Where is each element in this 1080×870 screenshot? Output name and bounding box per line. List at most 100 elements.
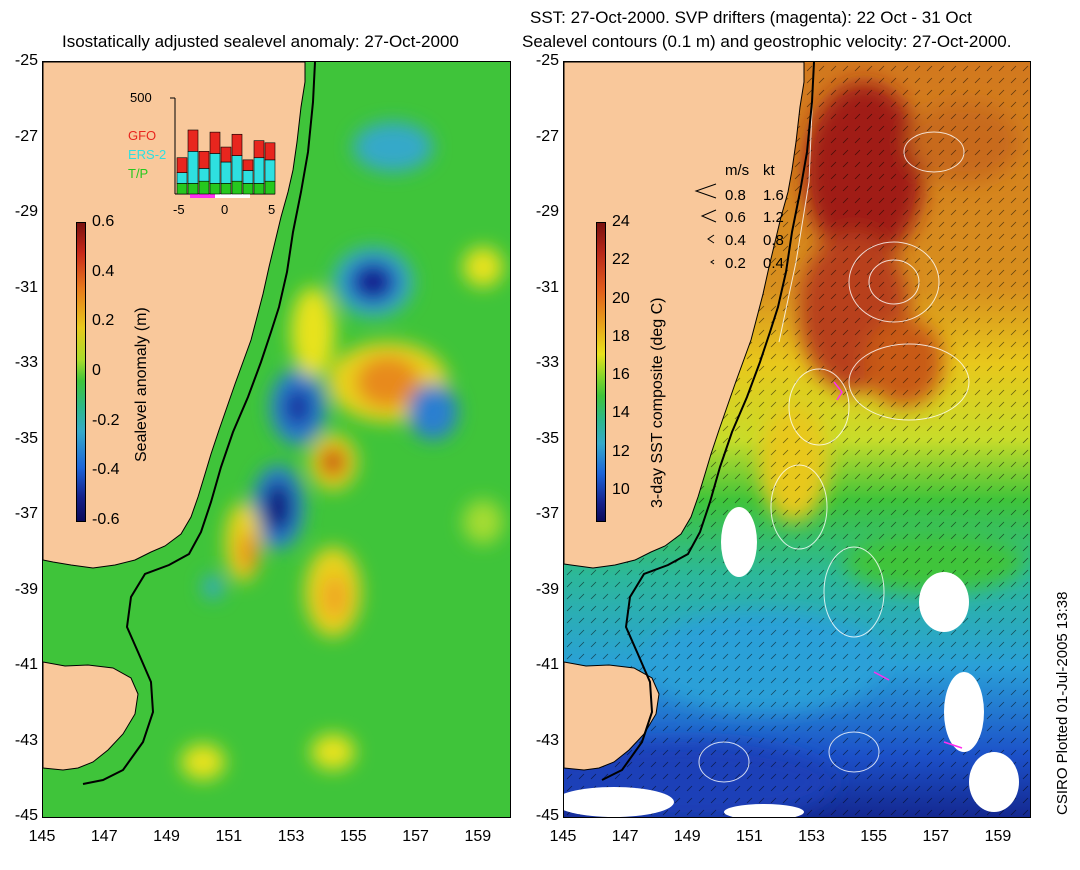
colorbar-tick-label: -0.4 xyxy=(92,461,120,479)
histogram-bar-ers xyxy=(220,161,232,184)
colorbar-tick-label: 0.2 xyxy=(92,312,115,330)
velocity-legend-header-ms: m/s xyxy=(725,162,750,179)
lat-tick-label: -25 xyxy=(14,52,38,69)
colorbar-tick-label: 24 xyxy=(612,213,630,230)
histogram-bar-ers xyxy=(242,170,254,184)
sst-map[interactable] xyxy=(563,61,1031,818)
lon-tick-label: 157 xyxy=(402,828,429,845)
australia-land xyxy=(564,62,805,569)
lat-tick-label: -33 xyxy=(14,354,38,371)
histogram-bar-ers xyxy=(231,155,243,182)
colorbar-tick-label: 12 xyxy=(612,442,630,460)
lat-tick-label: -27 xyxy=(14,127,38,145)
velocity-legend-ms: 0.6 xyxy=(725,209,746,226)
lat-tick-label: -25 xyxy=(535,52,559,69)
histogram-bar-gfo xyxy=(253,140,265,159)
left-panel-title: Isostatically adjusted sealevel anomaly:… xyxy=(62,32,459,51)
lat-tick-label: -41 xyxy=(535,656,559,673)
tasmania-land xyxy=(43,661,139,771)
histogram-bar-ers xyxy=(198,168,210,182)
histogram-bar-gfo xyxy=(242,159,254,171)
histogram-bar-ers xyxy=(264,159,276,182)
lat-tick-label: -35 xyxy=(14,429,38,447)
lat-tick-label: -45 xyxy=(14,807,38,824)
sealevel-anomaly-map[interactable] xyxy=(42,61,511,818)
legend-gfo: GFO xyxy=(128,128,157,143)
lat-tick-label: -29 xyxy=(535,203,559,220)
lon-tick-label: 153 xyxy=(798,828,825,845)
histogram-bar-tp xyxy=(187,183,199,195)
colorbar-tick-label: 10 xyxy=(612,481,630,498)
histogram-x-label: -5 xyxy=(173,202,185,217)
colorbar-tick-label: 0.4 xyxy=(92,262,115,280)
svp-drifters xyxy=(833,381,963,749)
velocity-legend-kt: 0.4 xyxy=(763,255,784,272)
lon-tick-label: 147 xyxy=(611,828,639,845)
lat-tick-label: -37 xyxy=(14,505,38,522)
lon-tick-label: 157 xyxy=(922,828,950,845)
lon-tick-label: 147 xyxy=(90,828,118,845)
sealevel-contours xyxy=(698,62,970,783)
right-panel-title-line1: SST: 27-Oct-2000. SVP drifters (magenta)… xyxy=(530,8,972,27)
right-panel-title-line2: Sealevel contours (0.1 m) and geostrophi… xyxy=(522,32,1012,51)
sealevel-colorbar xyxy=(76,222,86,522)
velocity-legend-kt: 1.6 xyxy=(763,187,784,204)
histogram-bar-gfo xyxy=(176,157,188,173)
colorbar-tick-label: 0.6 xyxy=(92,213,115,230)
histogram-bar-gfo xyxy=(264,142,276,161)
colorbar-tick-label: 16 xyxy=(612,366,630,384)
histogram-bar-gfo xyxy=(198,151,210,169)
histogram-bar-ers xyxy=(176,172,188,184)
colorbar-tick-label: 14 xyxy=(612,404,630,422)
velocity-legend-ms: 0.2 xyxy=(725,255,746,272)
velocity-legend-kt: 1.2 xyxy=(763,209,784,226)
histogram-bar-gfo xyxy=(209,131,221,154)
lat-tick-label: -43 xyxy=(535,731,559,749)
shelf-contour xyxy=(601,62,815,781)
lon-tick-label: 151 xyxy=(215,828,243,845)
lat-tick-label: -45 xyxy=(535,807,559,824)
lon-tick-label: 145 xyxy=(28,828,56,845)
lat-tick-label: -27 xyxy=(535,127,559,145)
histogram-bar-gfo xyxy=(220,146,232,163)
velocity-legend-arrows xyxy=(694,183,717,265)
legend-tp: T/P xyxy=(128,166,149,181)
cloud-mask xyxy=(564,507,1019,817)
colorbar-tick-label: -0.2 xyxy=(92,411,120,429)
histogram-bar-tp xyxy=(253,183,265,195)
histogram-bar-gfo xyxy=(231,133,243,156)
legend-ers2: ERS-2 xyxy=(128,147,167,162)
histogram-bar-ers xyxy=(187,151,199,184)
lat-tick-label: -31 xyxy=(14,278,38,296)
lat-tick-label: -39 xyxy=(535,580,559,598)
lat-tick-label: -41 xyxy=(14,656,38,673)
velocity-legend-ms: 0.8 xyxy=(725,187,746,204)
histogram-bar-ers xyxy=(209,153,221,184)
lat-tick-label: -39 xyxy=(14,580,38,598)
plot-credit: CSIRO Plotted 01-Jul-2005 13:38 xyxy=(1054,591,1071,815)
lat-tick-label: -37 xyxy=(535,505,559,522)
colorbar-tick-label: 20 xyxy=(612,289,630,307)
lon-tick-label: 151 xyxy=(736,828,763,845)
colorbar-tick-label: 18 xyxy=(612,327,630,345)
colorbar-tick-label: -0.6 xyxy=(92,511,120,528)
colorbar-tick-label: 22 xyxy=(612,251,630,269)
sealevel-anomaly-svg xyxy=(43,62,510,817)
sst-colorbar-label: 3-day SST composite (deg C) xyxy=(649,297,666,508)
lat-tick-label: -31 xyxy=(535,278,559,296)
lon-tick-label: 145 xyxy=(549,828,577,845)
lat-tick-label: -29 xyxy=(14,203,38,220)
velocity-legend-kt: 0.8 xyxy=(763,232,784,249)
histogram-bars xyxy=(170,97,276,198)
tasmania-land xyxy=(564,661,660,771)
lat-tick-label: -43 xyxy=(14,731,38,749)
histogram-bar-tp xyxy=(198,180,210,195)
lon-tick-label: 155 xyxy=(860,828,887,845)
lon-tick-label: 149 xyxy=(153,828,180,845)
lon-tick-label: 159 xyxy=(984,828,1012,845)
lon-tick-label: 149 xyxy=(673,828,701,845)
histogram-ymax: 500 xyxy=(130,90,152,105)
sealevel-colorbar-label: Sealevel anomaly (m) xyxy=(133,307,150,462)
lat-tick-label: -33 xyxy=(535,354,559,371)
lon-tick-label: 153 xyxy=(277,828,305,845)
